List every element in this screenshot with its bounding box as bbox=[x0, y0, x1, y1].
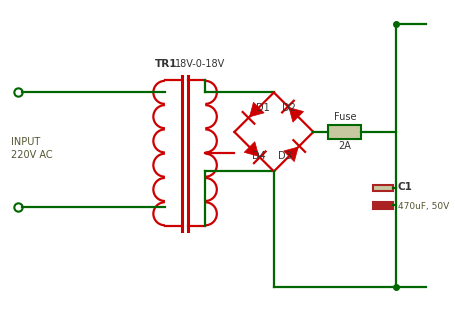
Text: C1: C1 bbox=[398, 182, 413, 192]
Polygon shape bbox=[244, 142, 259, 156]
Bar bbox=[329, 125, 361, 138]
Text: D4: D4 bbox=[252, 151, 266, 161]
Text: INPUT
220V AC: INPUT 220V AC bbox=[11, 137, 52, 160]
Bar bbox=[373, 202, 393, 209]
Text: D3: D3 bbox=[278, 151, 292, 161]
Text: 470uF, 50V: 470uF, 50V bbox=[398, 202, 449, 211]
Text: TR1: TR1 bbox=[155, 59, 177, 69]
Polygon shape bbox=[283, 147, 298, 162]
Bar bbox=[373, 186, 393, 191]
Text: 2A: 2A bbox=[339, 141, 351, 151]
Text: D1: D1 bbox=[256, 102, 269, 112]
Polygon shape bbox=[289, 108, 303, 122]
Text: D2: D2 bbox=[282, 102, 296, 112]
Text: Fuse: Fuse bbox=[334, 111, 356, 122]
Polygon shape bbox=[249, 102, 264, 117]
Text: 18V-0-18V: 18V-0-18V bbox=[175, 59, 226, 69]
